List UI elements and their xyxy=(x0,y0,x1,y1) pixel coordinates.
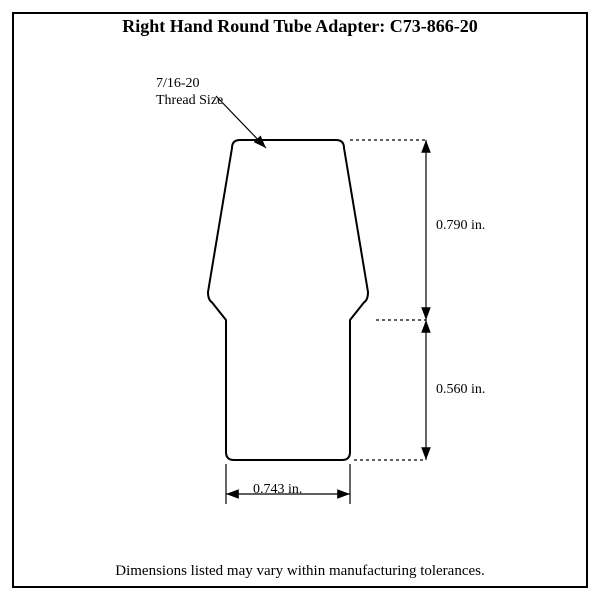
footer-note: Dimensions listed may vary within manufa… xyxy=(0,563,600,580)
part-drawing xyxy=(0,0,600,600)
